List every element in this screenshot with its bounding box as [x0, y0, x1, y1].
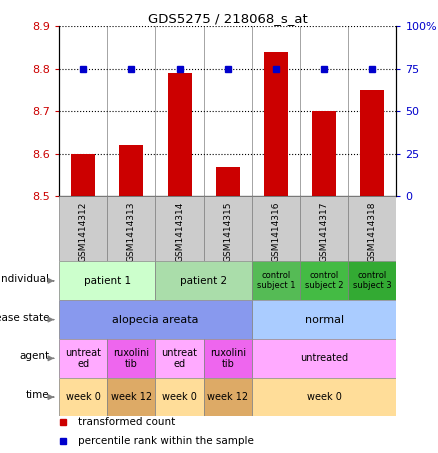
Text: untreat
ed: untreat ed: [65, 348, 101, 369]
Bar: [167, 73, 191, 197]
Bar: [204, 339, 252, 378]
Bar: [155, 197, 204, 261]
Text: control
subject 3: control subject 3: [353, 271, 392, 290]
Bar: [59, 378, 107, 416]
Text: week 0: week 0: [307, 392, 342, 402]
Text: individual: individual: [0, 274, 49, 284]
Bar: [252, 300, 396, 339]
Bar: [71, 154, 95, 197]
Bar: [300, 197, 348, 261]
Text: GSM1414317: GSM1414317: [320, 202, 328, 262]
Bar: [300, 261, 348, 300]
Bar: [155, 378, 204, 416]
Text: untreated: untreated: [300, 353, 348, 363]
Bar: [264, 52, 288, 197]
Text: patient 2: patient 2: [180, 276, 227, 286]
Text: control
subject 2: control subject 2: [305, 271, 343, 290]
Bar: [204, 378, 252, 416]
Bar: [215, 167, 240, 197]
Bar: [252, 261, 300, 300]
Bar: [360, 90, 384, 197]
Text: patient 1: patient 1: [84, 276, 131, 286]
Bar: [107, 378, 155, 416]
Bar: [348, 197, 396, 261]
Text: percentile rank within the sample: percentile rank within the sample: [78, 436, 254, 446]
Bar: [155, 339, 204, 378]
Text: normal: normal: [304, 314, 344, 325]
Text: GSM1414315: GSM1414315: [223, 202, 232, 262]
Text: transformed count: transformed count: [78, 417, 175, 427]
Text: time: time: [25, 390, 49, 400]
Bar: [119, 145, 143, 197]
Bar: [312, 111, 336, 197]
Text: GSM1414316: GSM1414316: [272, 202, 280, 262]
Text: GSM1414314: GSM1414314: [175, 202, 184, 262]
Bar: [155, 261, 252, 300]
Bar: [252, 197, 300, 261]
Text: GSM1414318: GSM1414318: [368, 202, 377, 262]
Text: week 12: week 12: [207, 392, 248, 402]
Title: GDS5275 / 218068_s_at: GDS5275 / 218068_s_at: [148, 12, 307, 25]
Text: GSM1414312: GSM1414312: [79, 202, 88, 262]
Bar: [59, 261, 155, 300]
Bar: [59, 197, 107, 261]
Bar: [348, 261, 396, 300]
Bar: [107, 197, 155, 261]
Text: week 12: week 12: [111, 392, 152, 402]
Bar: [204, 197, 252, 261]
Bar: [107, 339, 155, 378]
Text: week 0: week 0: [66, 392, 101, 402]
Text: alopecia areata: alopecia areata: [112, 314, 199, 325]
Bar: [252, 378, 396, 416]
Text: week 0: week 0: [162, 392, 197, 402]
Bar: [59, 339, 107, 378]
Bar: [59, 300, 252, 339]
Text: GSM1414313: GSM1414313: [127, 202, 136, 262]
Text: control
subject 1: control subject 1: [257, 271, 295, 290]
Text: untreat
ed: untreat ed: [162, 348, 198, 369]
Text: ruxolini
tib: ruxolini tib: [113, 348, 149, 369]
Text: ruxolini
tib: ruxolini tib: [210, 348, 246, 369]
Text: disease state: disease state: [0, 313, 49, 323]
Text: agent: agent: [19, 352, 49, 361]
Bar: [252, 339, 396, 378]
